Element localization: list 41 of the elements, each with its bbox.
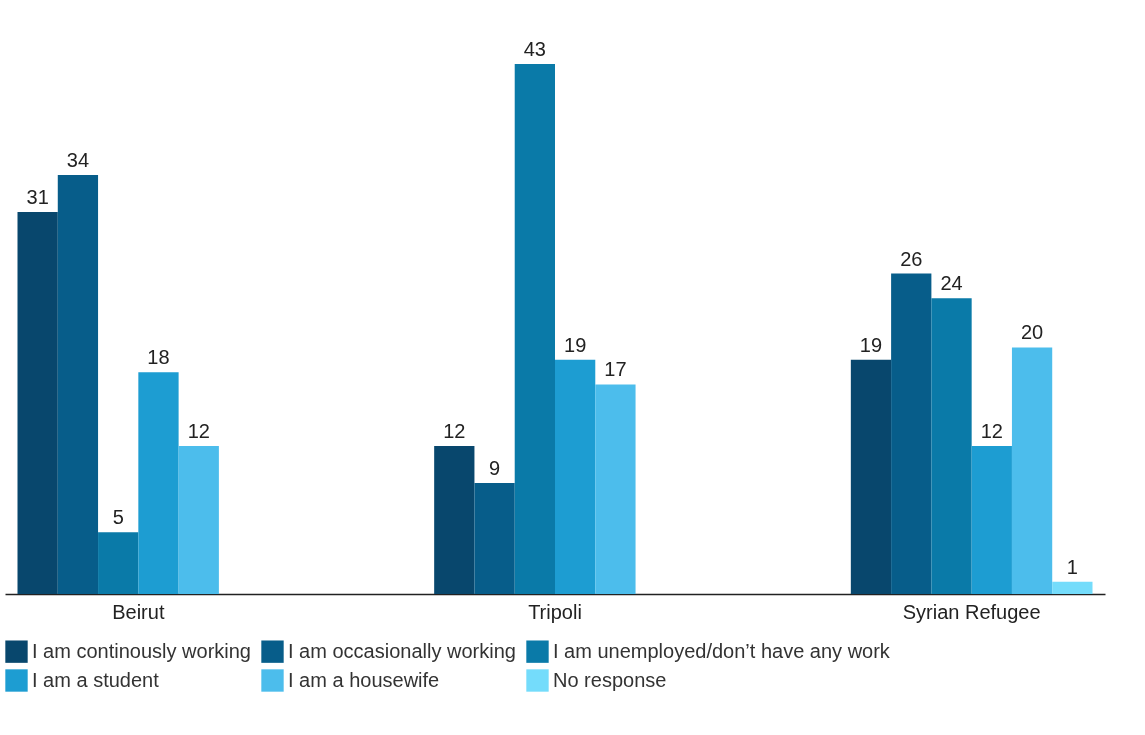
data-label: 19: [859, 333, 883, 356]
bar: [971, 446, 1012, 594]
bar: [434, 446, 475, 594]
bar: [178, 446, 219, 594]
data-label: 12: [187, 420, 210, 443]
bar: [555, 359, 596, 594]
data-label: 1: [1066, 555, 1078, 578]
x-tick-label: Syrian Refugee: [902, 600, 1041, 623]
data-label: 26: [900, 247, 923, 270]
bar: [138, 372, 179, 594]
bar: [850, 359, 892, 594]
bar: [514, 64, 555, 594]
data-label: 43: [523, 38, 546, 60]
bar: [17, 211, 58, 594]
bar: [931, 298, 972, 594]
data-label: 12: [443, 420, 466, 443]
data-label: 34: [66, 148, 90, 171]
data-label: 17: [604, 358, 627, 381]
bar: [98, 532, 139, 594]
data-label: 5: [112, 506, 124, 529]
legend-label: I am continously working: [32, 639, 251, 662]
legend-label: I am a student: [32, 668, 160, 691]
bar: [1052, 581, 1093, 594]
bar: [891, 273, 932, 594]
bar: [57, 174, 99, 594]
data-label: 20: [1020, 321, 1044, 344]
data-label: 18: [147, 346, 170, 369]
legend-label: No response: [553, 668, 667, 691]
legend-label: I am occasionally working: [288, 639, 516, 662]
bar: [595, 384, 636, 594]
data-label: 19: [564, 333, 587, 356]
bar: [474, 483, 515, 594]
data-label: 24: [940, 272, 963, 295]
x-tick-label: Beirut: [112, 600, 165, 623]
data-label: 9: [489, 457, 501, 480]
data-label: 31: [26, 185, 49, 208]
x-tick-label: Tripoli: [528, 600, 582, 623]
legend-label: I am unemployed/don’t have any work: [553, 639, 891, 662]
bar: [1011, 347, 1053, 594]
legend-label: I am a housewife: [288, 668, 440, 691]
data-label: 12: [980, 420, 1003, 443]
